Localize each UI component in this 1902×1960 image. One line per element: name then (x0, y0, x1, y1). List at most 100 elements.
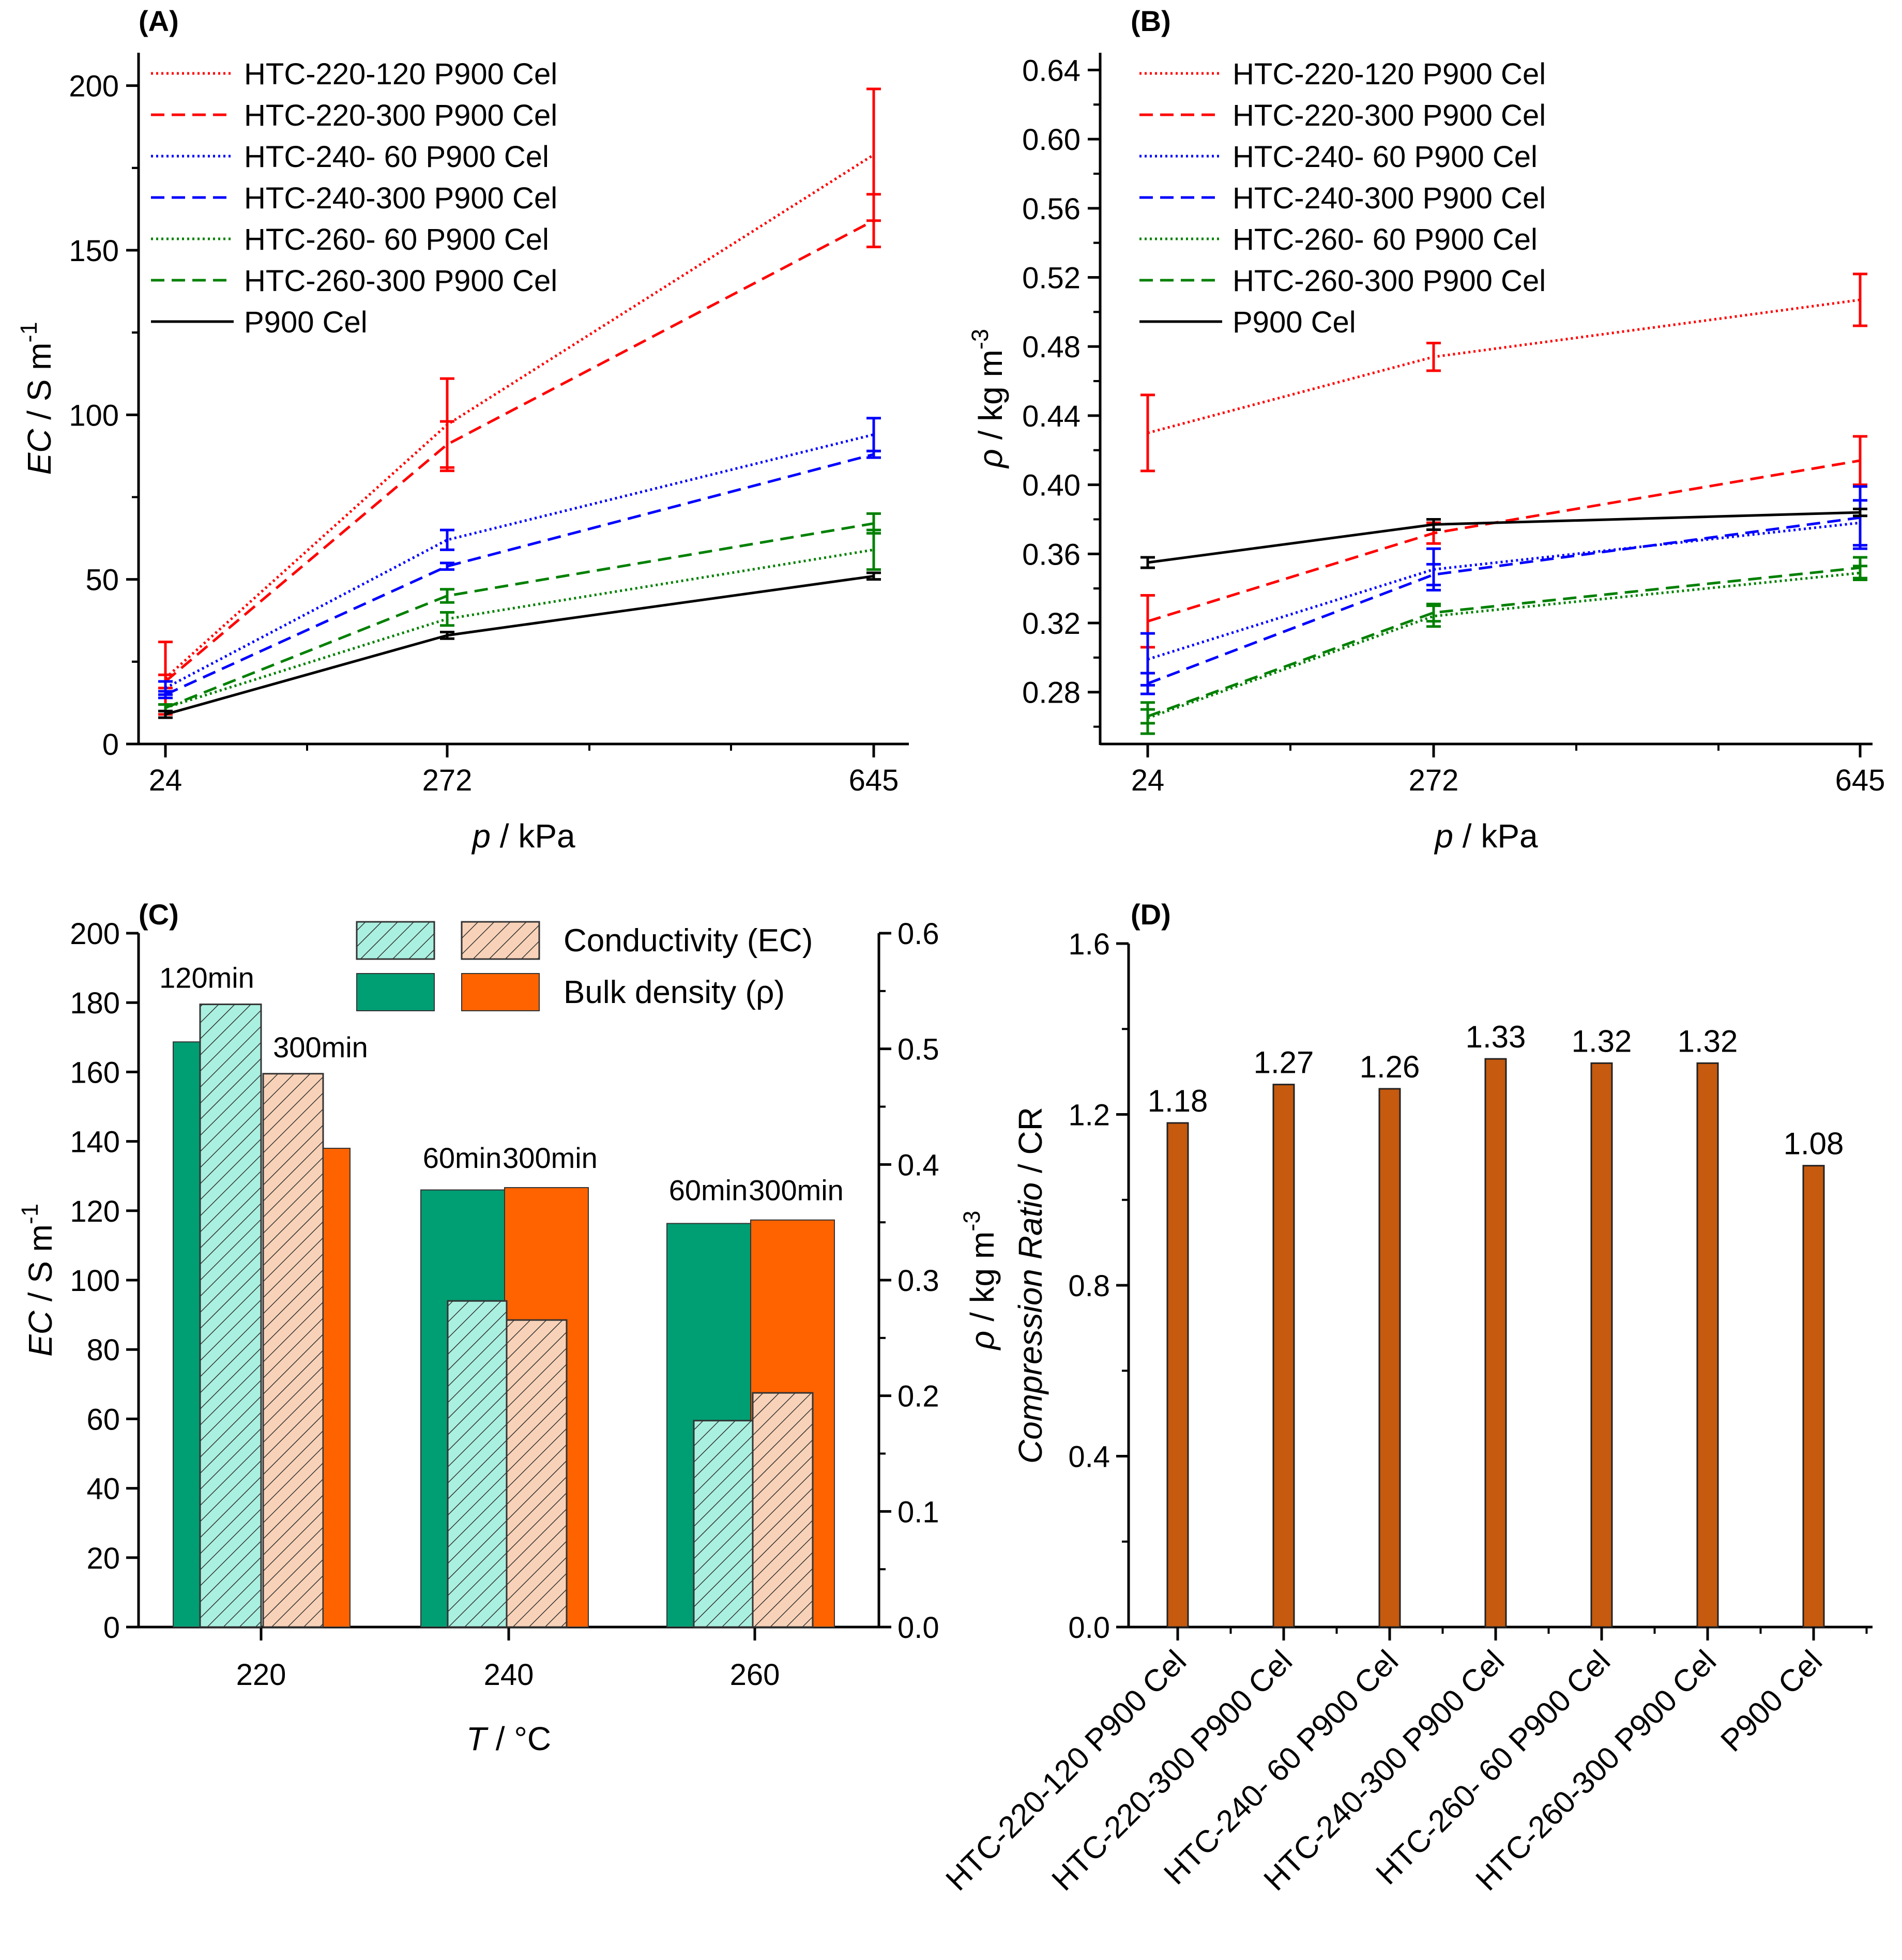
panel-label: (D) (1131, 898, 1171, 931)
y-tick-label-right: 0.5 (897, 1033, 939, 1067)
conductivity-bar-short (199, 1004, 262, 1628)
y-tick-label-left: 160 (70, 1056, 120, 1089)
y-axis-label: ρ / kg m-3 (967, 329, 1009, 469)
value-label: 1.33 (1466, 1020, 1526, 1054)
legend-swatch-rho-short (356, 973, 435, 1011)
conductivity-bar-long (262, 1073, 324, 1628)
cr-bar (1590, 1062, 1613, 1628)
legend-label: HTC-220-300 P900 Cel (244, 99, 557, 132)
conductivity-bar-short (447, 1300, 508, 1628)
x-tick-label: 645 (849, 764, 899, 797)
panel-a: (A) 0 50 100 150 200 24 272 645 p / kPa EC / S m-1… (16, 5, 909, 855)
y-tick-label-left: 140 (70, 1126, 120, 1159)
x-tick-label: 645 (1835, 764, 1885, 797)
value-label: 1.18 (1148, 1084, 1208, 1118)
legend-label: P900 Cel (244, 306, 368, 339)
y-tick-label-right: 0.1 (897, 1495, 939, 1529)
y-tick-label: 200 (69, 70, 119, 103)
duration-label: 300min (273, 1031, 368, 1063)
panel-label: (A) (139, 5, 179, 37)
y-tick-label-right: 0.3 (897, 1264, 939, 1298)
legend-label-density: Bulk density (ρ) (564, 975, 785, 1010)
conductivity-bar-short (693, 1420, 754, 1628)
legend-label: P900 Cel (1233, 306, 1356, 339)
x-tick-label: 24 (149, 764, 182, 797)
y-tick-label: 0.36 (1022, 538, 1081, 571)
y-tick-label: 0.48 (1022, 330, 1081, 364)
y-tick-label-left: 120 (70, 1195, 120, 1228)
y-tick-label: 0.28 (1022, 676, 1081, 710)
y-tick-label: 0.52 (1022, 262, 1081, 295)
y-tick-label: 0.56 (1022, 192, 1081, 226)
legend-label: HTC-260-300 P900 Cel (244, 264, 557, 298)
y-tick-label-right: 0.2 (897, 1380, 939, 1414)
series-line (165, 522, 874, 709)
duration-label: 300min (749, 1174, 844, 1207)
y-tick-label-right: 0.6 (897, 917, 939, 951)
duration-label: 300min (503, 1142, 598, 1174)
panel-label: (B) (1131, 5, 1171, 37)
value-label: 1.08 (1784, 1127, 1844, 1161)
panel-label: (C) (139, 898, 179, 931)
y-tick-label-right: 0.4 (897, 1148, 939, 1182)
x-tick-label: P900 Cel (1714, 1644, 1829, 1758)
duration-label: 120min (159, 962, 254, 994)
panel-c: (C) 0 20 40 60 80 100 120 140 160 180 200 0.0 0.1 0.2 0… (17, 898, 1001, 1757)
y-tick-label-left: 20 (86, 1542, 120, 1575)
panel-d: (D) 0.0 0.4 0.8 1.2 1.6 Compression Ratio / CR… (939, 898, 1873, 1897)
y-tick-label: 0 (102, 728, 119, 762)
legend-label: HTC-220-120 P900 Cel (1233, 57, 1546, 91)
legend-label: HTC-240- 60 P900 Cel (1233, 140, 1538, 174)
legend-label: HTC-260- 60 P900 Cel (1233, 223, 1538, 256)
legend-label: HTC-240- 60 P900 Cel (244, 140, 549, 174)
y-tick-label-left: 80 (86, 1333, 120, 1367)
y-tick-label: 0.60 (1022, 123, 1081, 157)
y-tick-label: 0.8 (1068, 1269, 1110, 1303)
legend-label: HTC-240-300 P900 Cel (244, 181, 557, 215)
value-label: 1.27 (1254, 1045, 1314, 1080)
legend-label-conductivity: Conductivity (EC) (564, 923, 813, 959)
y-tick-label-left: 40 (86, 1472, 120, 1506)
x-tick-label: 260 (730, 1658, 780, 1692)
cr-bar (1696, 1062, 1719, 1628)
series-line (1147, 516, 1861, 685)
density-bar-long (323, 1148, 351, 1628)
x-tick-label: 220 (236, 1658, 286, 1692)
y-tick-label-left: 200 (70, 917, 120, 951)
value-label: 1.32 (1678, 1024, 1738, 1058)
y-tick-label: 0.40 (1022, 469, 1081, 503)
cr-bar (1378, 1088, 1401, 1628)
legend-label: HTC-220-300 P900 Cel (1233, 99, 1546, 132)
y-tick-label: 100 (69, 399, 119, 432)
panel-b: (B) 0.28 0.32 0.36 0.40 0.44 0.48 0.52 0.56 0.60 0… (967, 5, 1885, 855)
conductivity-bar-long (506, 1319, 568, 1628)
x-tick-label: 272 (1409, 764, 1459, 797)
series-line (1147, 511, 1861, 564)
cr-bar (1484, 1058, 1507, 1628)
series-line (164, 219, 875, 682)
series-line (1147, 521, 1861, 661)
y-tick-label: 150 (69, 234, 119, 268)
duration-label: 60min (423, 1142, 502, 1174)
y-tick-label-left: 60 (86, 1403, 120, 1436)
legend-label: HTC-260- 60 P900 Cel (244, 223, 549, 256)
y-axis-label-right: ρ / kg m-3 (958, 1211, 1001, 1351)
x-axis-label: p / kPa (1434, 817, 1538, 855)
y-axis-label: Compression Ratio / CR (1012, 1107, 1049, 1464)
cr-bar (1272, 1084, 1295, 1628)
series-line (164, 433, 874, 689)
y-tick-label: 0.44 (1022, 400, 1081, 433)
y-tick-label: 0.0 (1068, 1611, 1110, 1645)
legend-swatch-rho-long (461, 973, 540, 1011)
x-axis-label: p / kPa (471, 817, 575, 855)
y-axis-label: EC / S m-1 (16, 322, 58, 475)
y-tick-label-left: 100 (70, 1264, 120, 1298)
legend-label: HTC-260-300 P900 Cel (1233, 264, 1546, 298)
y-tick-label: 0.64 (1022, 54, 1081, 87)
conductivity-bar-long (752, 1392, 814, 1628)
x-tick-label: 240 (484, 1658, 534, 1692)
series-line (1147, 571, 1861, 720)
legend-label: HTC-220-120 P900 Cel (244, 57, 557, 91)
legend-swatch-ec-long (461, 921, 540, 960)
